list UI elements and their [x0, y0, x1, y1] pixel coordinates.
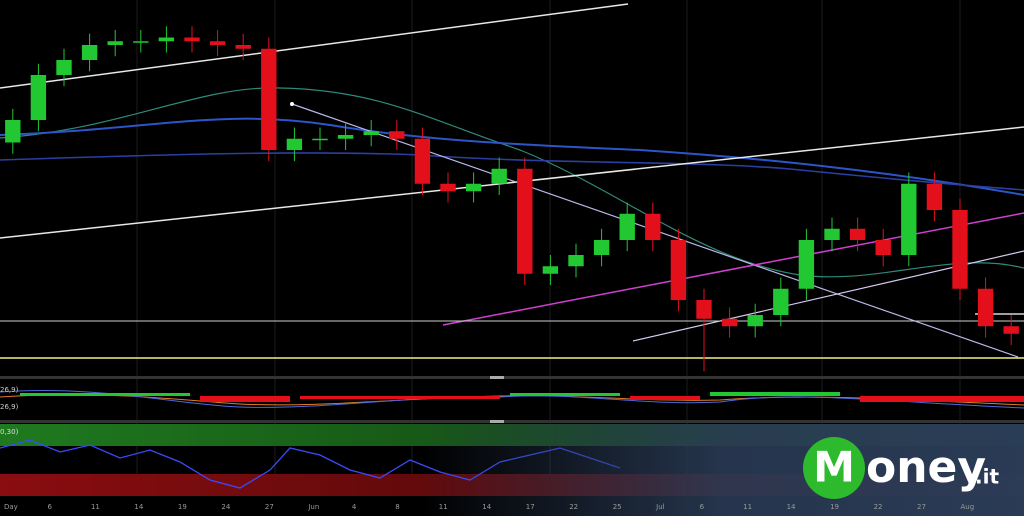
x-tick-label: Jul — [655, 503, 665, 511]
candle-body — [184, 37, 200, 42]
divider — [0, 376, 1024, 379]
candles — [5, 26, 1019, 372]
x-tick-label: 11 — [91, 503, 100, 511]
x-tick-label: 19 — [178, 503, 187, 511]
candle-body — [926, 183, 943, 210]
x-tick-label: Jun — [307, 503, 319, 511]
candle-body — [235, 45, 251, 49]
x-tick-label: 11 — [743, 503, 752, 511]
logo-initial: M — [813, 443, 855, 492]
candle-body — [5, 120, 21, 143]
candle-body — [747, 315, 763, 327]
x-tick-label: 22 — [569, 503, 578, 511]
candle-body — [977, 288, 994, 327]
banner — [420, 424, 1024, 516]
macd-label: 26,9) — [0, 386, 19, 394]
x-tick-label: 27 — [917, 503, 926, 511]
logo-suffix: .it — [975, 465, 999, 489]
logo-text: oney — [866, 442, 986, 493]
candle-body — [491, 168, 507, 184]
candle-body — [286, 138, 303, 150]
candle-body — [875, 240, 891, 255]
x-tick-label: Day — [4, 503, 18, 511]
candle-body — [158, 37, 175, 42]
candle-body — [721, 318, 738, 327]
candle-body — [824, 228, 840, 240]
x-tick-label: 6 — [47, 503, 52, 511]
candle-body — [312, 138, 328, 141]
x-tick-label: 4 — [352, 503, 357, 511]
candle-body — [30, 75, 47, 120]
candle-body — [593, 240, 610, 255]
x-tick-label: 19 — [830, 503, 839, 511]
candle-body — [568, 255, 584, 267]
candle-body — [645, 213, 661, 240]
x-tick-label: 22 — [874, 503, 883, 511]
candle-body — [81, 45, 98, 60]
candle-body — [465, 183, 482, 192]
candle-body — [619, 213, 635, 240]
macd-label: 26,9) — [0, 403, 19, 411]
x-tick-label: 14 — [482, 503, 491, 511]
candle-body — [773, 288, 789, 315]
overlays — [0, 3, 1024, 359]
candle-body — [133, 41, 149, 43]
candle-body — [414, 138, 431, 184]
candle-body — [337, 135, 354, 139]
x-tick-label: 6 — [700, 503, 705, 511]
x-tick-label: 24 — [221, 503, 230, 511]
x-tick-label: 14 — [787, 503, 796, 511]
candle-body — [696, 300, 712, 319]
x-tick-label: 8 — [395, 503, 399, 511]
candle-body — [107, 41, 123, 45]
x-tick-label: 27 — [265, 503, 274, 511]
candle-body — [56, 60, 72, 75]
candle-body — [440, 183, 456, 192]
candle-body — [363, 131, 379, 135]
candle-body — [209, 41, 226, 45]
candle-body — [901, 183, 917, 255]
x-tick-label: 17 — [526, 503, 535, 511]
candle-body — [517, 168, 533, 274]
handle[interactable] — [490, 420, 504, 423]
candle-body — [1003, 326, 1019, 334]
divider — [0, 420, 1024, 423]
candle-body — [261, 48, 277, 150]
candle-body — [670, 240, 687, 300]
candle-body — [798, 240, 815, 289]
logo: M oney .it — [803, 437, 999, 499]
x-tick-label: Aug — [961, 503, 975, 511]
candle-body — [952, 210, 968, 289]
x-axis: Day 6 11 14 19 24 27 Jun 4 8 11 14 17 22 25 Jul 6 11 14 19 2… — [4, 503, 974, 511]
handle[interactable] — [490, 376, 504, 379]
x-tick-label: 25 — [613, 503, 622, 511]
candle-body — [389, 131, 405, 139]
macd-panel: 26,9) 26,9) — [0, 386, 1024, 411]
rsi-label: 0,30) — [0, 428, 19, 436]
candle-body — [542, 266, 559, 274]
x-tick-label: 14 — [134, 503, 143, 511]
candle-body — [849, 228, 866, 240]
x-tick-label: 11 — [439, 503, 448, 511]
